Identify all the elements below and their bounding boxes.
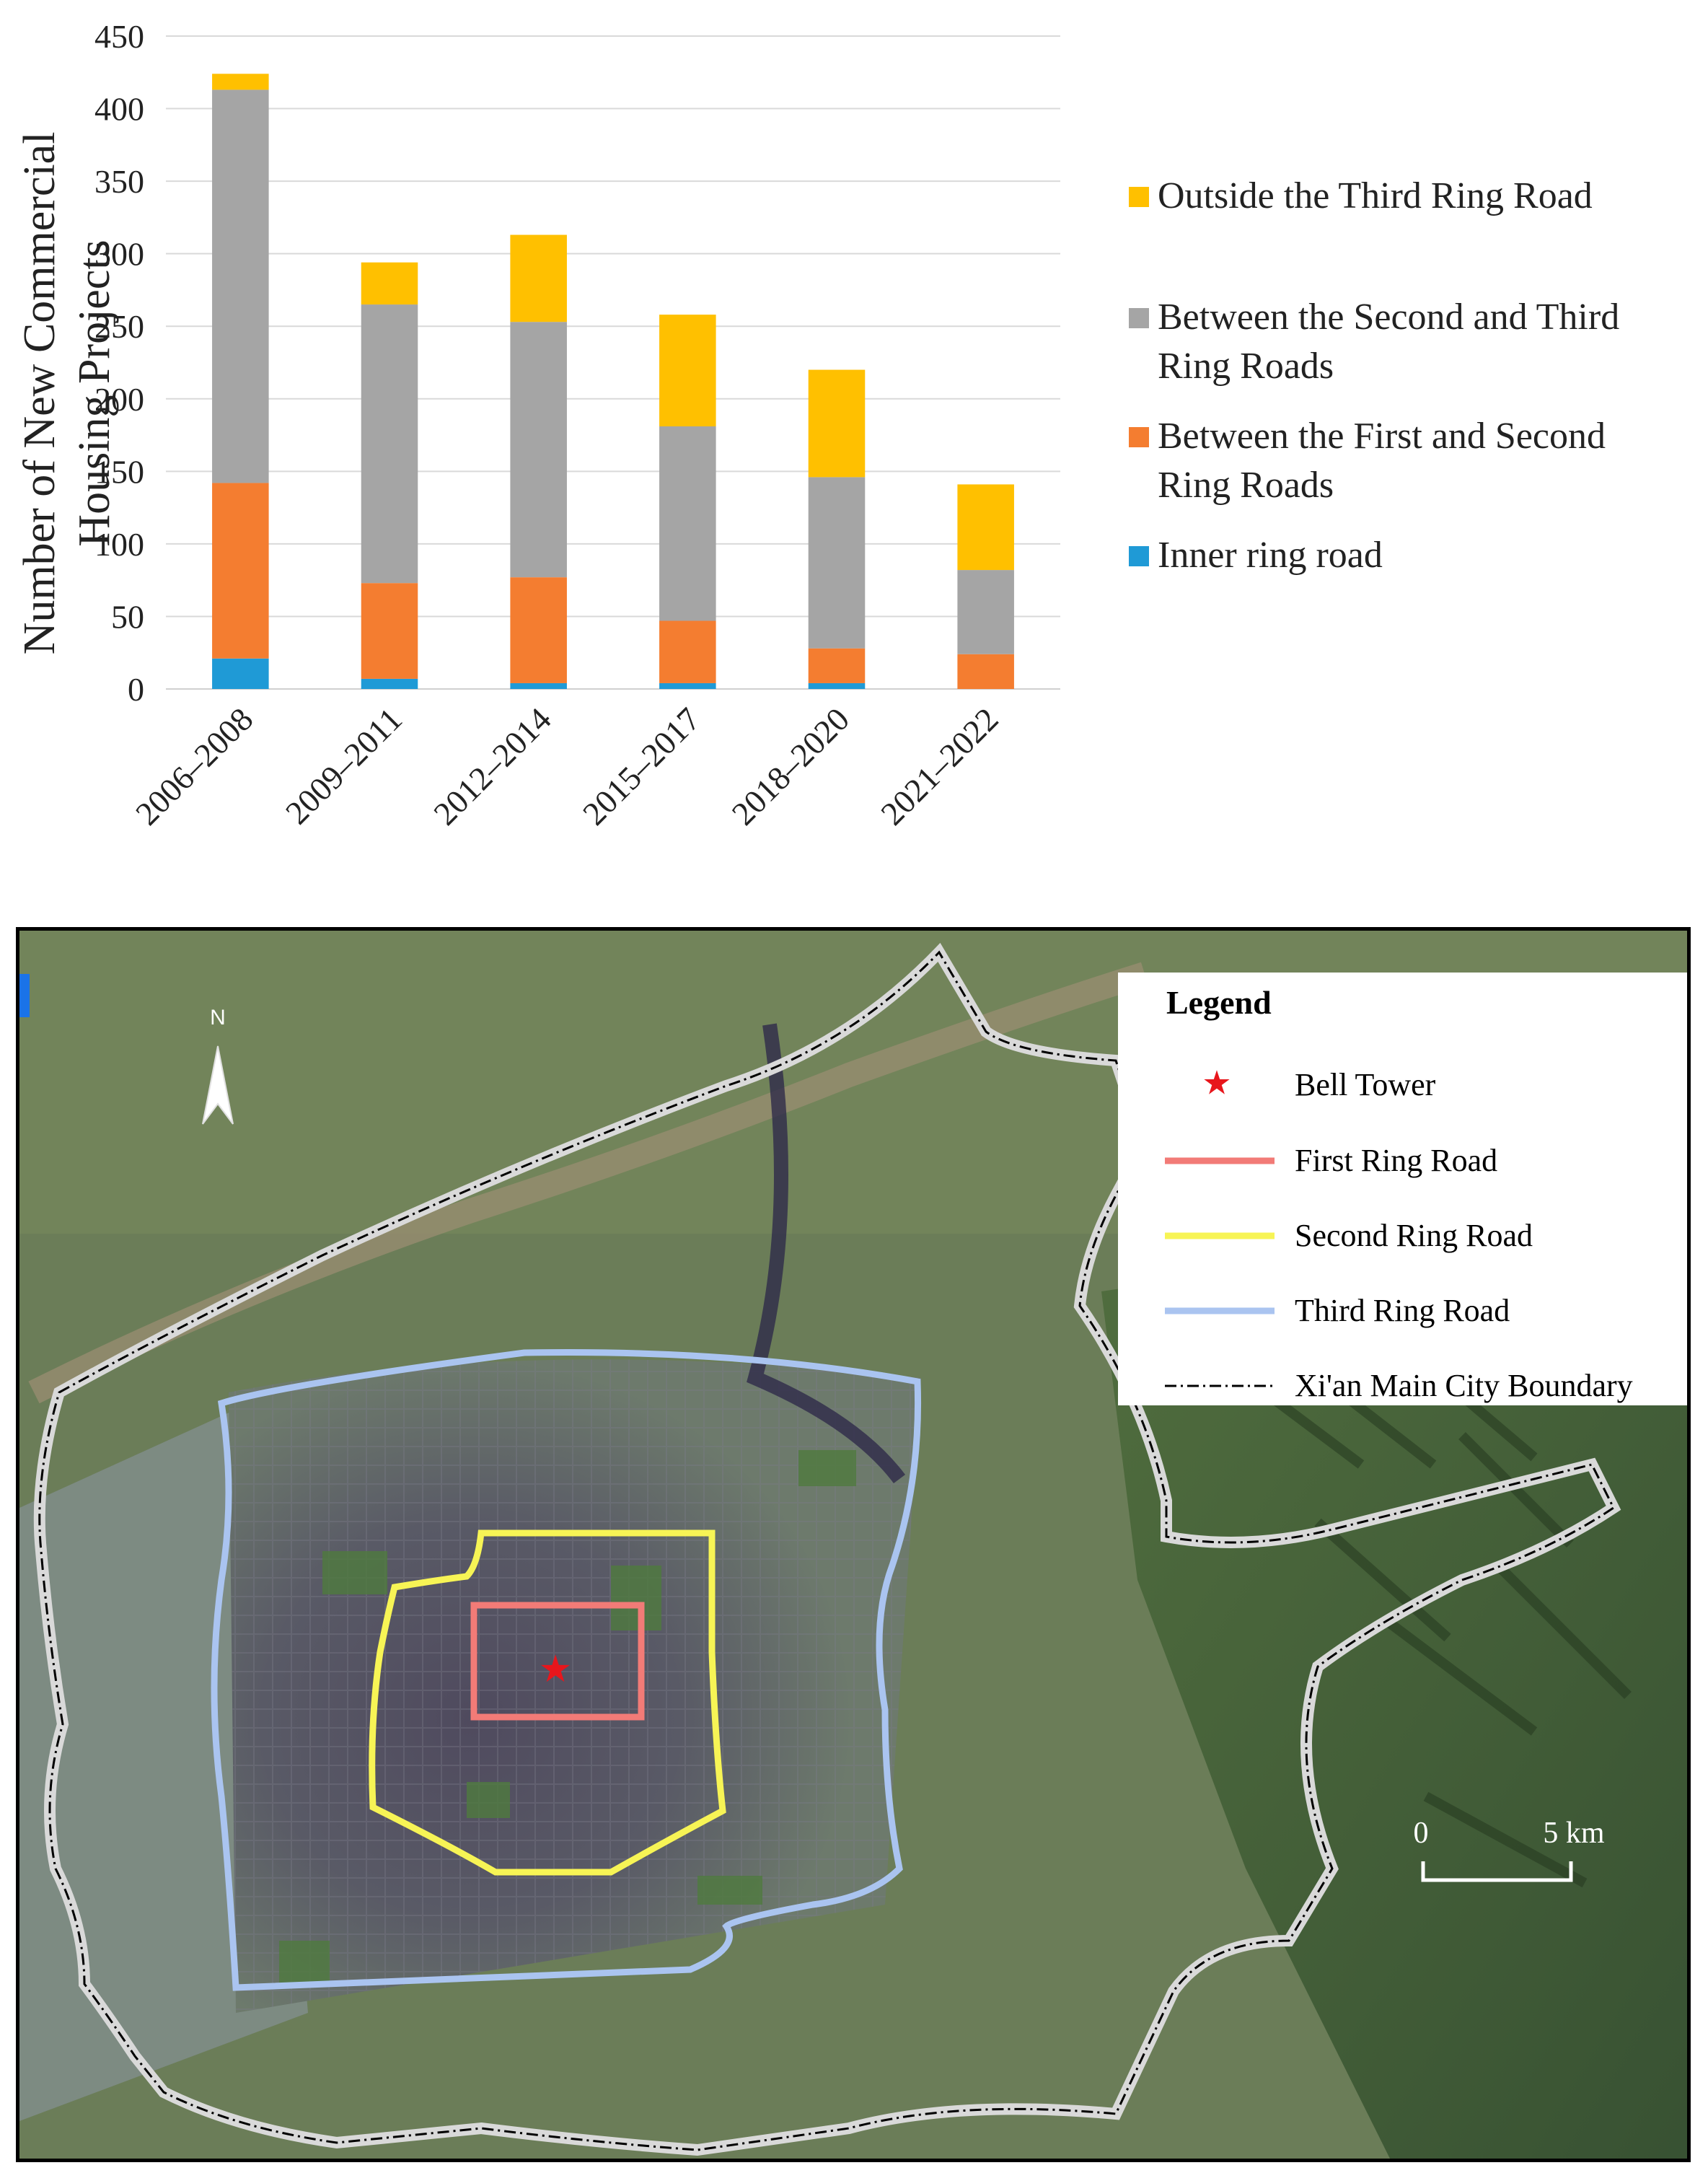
x-tick-label: 2009–2011: [278, 701, 409, 831]
bar-segment: [361, 262, 418, 305]
legend-swatch-outside-third: [1129, 187, 1149, 207]
y-tick-label: 350: [94, 163, 144, 200]
x-tick-label: 2015–2017: [576, 701, 707, 832]
bar-segment: [659, 426, 716, 621]
bar-segment: [957, 570, 1014, 654]
map-panel: ★ N Legend ★ Bell Tower First Ring Road …: [16, 927, 1691, 2162]
bar-segment: [510, 234, 567, 322]
north-label: N: [210, 1006, 226, 1030]
bar-segment: [361, 304, 418, 584]
scale-bar-line: [1421, 1861, 1573, 1882]
bar-segment: [212, 74, 269, 90]
bar-segment: [957, 484, 1014, 571]
legend-label-second-third-line-2: Ring Roads: [1158, 346, 1334, 387]
map-southeast-mountains: [1101, 1205, 1687, 2159]
satellite-map: ★ N Legend ★ Bell Tower First Ring Road …: [19, 931, 1687, 2159]
legend-star-icon: ★: [1202, 1063, 1231, 1102]
bar-segment: [212, 483, 269, 659]
bar-segment: [361, 583, 418, 679]
bar-segment: [957, 654, 1014, 689]
y-tick-label: 300: [94, 236, 144, 273]
chart-legend: Outside the Third Ring Road Between the …: [1129, 175, 1619, 576]
main-city-boundary-dash: [38, 950, 1615, 2151]
bar-segment: [510, 322, 567, 578]
x-tick-label: 2021–2022: [873, 701, 1005, 832]
y-tick-label: 50: [111, 598, 144, 635]
bar-segment: [212, 658, 269, 689]
chart-bars: [212, 74, 1014, 689]
bar-segment: [659, 315, 716, 426]
map-legend-third-ring: Third Ring Road: [1295, 1293, 1510, 1328]
second-ring-road: [369, 1529, 726, 1876]
legend-label-inner: Inner ring road: [1158, 535, 1383, 576]
map-street-grid: [229, 1359, 921, 2013]
y-tick-label: 200: [94, 381, 144, 418]
chart-gridlines: [166, 35, 1060, 690]
legend-swatch-second-third: [1129, 308, 1149, 328]
bar-segment: [510, 577, 567, 683]
y-tick-label: 450: [94, 18, 144, 55]
bar-segment: [808, 477, 866, 649]
first-ring-road: [470, 1602, 645, 1721]
y-tick-label: 150: [94, 453, 144, 490]
x-tick-label: 2006–2008: [128, 701, 260, 832]
stacked-bar-chart: 0 50 100 150 200 250 300 350 400 450 2006–2008 200…: [15, 18, 1619, 832]
map-legend-title: Legend: [1166, 984, 1272, 1021]
legend-label-second-third-line-1: Between the Second and Third: [1158, 297, 1619, 338]
y-axis-label-line-2: Housing Projects: [70, 240, 119, 546]
y-tick-label: 100: [94, 526, 144, 563]
bar-segment: [361, 678, 418, 689]
map-legend-first-ring: First Ring Road: [1295, 1143, 1497, 1178]
bar-segment: [808, 369, 866, 478]
y-axis-label-line-1: Number of New Commercial: [15, 132, 64, 655]
y-tick-label: 0: [128, 671, 144, 708]
scale-start-label: 0: [1414, 1817, 1429, 1850]
bar-segment: [808, 682, 866, 689]
scale-bar: 0 5 km: [1414, 1817, 1605, 1882]
north-arrow-icon: [202, 1045, 234, 1125]
legend-swatch-first-second: [1129, 427, 1149, 447]
north-arrow: N: [202, 1006, 234, 1125]
bar-segment: [212, 89, 269, 483]
bar-segment: [510, 682, 567, 689]
corner-blue-marker: [19, 974, 30, 1017]
y-axis-ticks: 0 50 100 150 200 250 300 350 400 450: [94, 18, 144, 708]
bar-segment: [808, 648, 866, 683]
bar-segment: [659, 682, 716, 689]
map-legend-box: [1118, 973, 1687, 1405]
x-tick-label: 2012–2014: [426, 701, 558, 832]
legend-label-outside-third: Outside the Third Ring Road: [1158, 175, 1593, 216]
scale-end-label: 5 km: [1543, 1817, 1605, 1850]
map-legend-boundary: Xi'an Main City Boundary: [1295, 1368, 1633, 1403]
bell-tower-star: ★: [539, 1648, 573, 1691]
x-tick-label: 2018–2020: [725, 701, 856, 832]
y-axis-label: Number of New Commercial Housing Project…: [15, 132, 119, 655]
third-ring-road: [211, 1349, 922, 1991]
legend-label-first-second-line-2: Ring Roads: [1158, 465, 1334, 506]
map-legend: Legend ★ Bell Tower First Ring Road Seco…: [1118, 973, 1687, 1405]
map-legend-second-ring: Second Ring Road: [1295, 1218, 1533, 1253]
map-river-channel: [747, 1023, 905, 1484]
y-tick-label: 400: [94, 91, 144, 128]
x-axis-ticks: 2006–2008 2009–2011 2012–2014 2015–2017 2018…: [128, 701, 1005, 832]
map-legend-bell-tower: Bell Tower: [1295, 1067, 1436, 1102]
y-tick-label: 250: [94, 308, 144, 345]
legend-label-first-second-line-1: Between the First and Second: [1158, 416, 1606, 457]
bar-segment: [659, 620, 716, 683]
legend-swatch-inner: [1129, 546, 1149, 566]
